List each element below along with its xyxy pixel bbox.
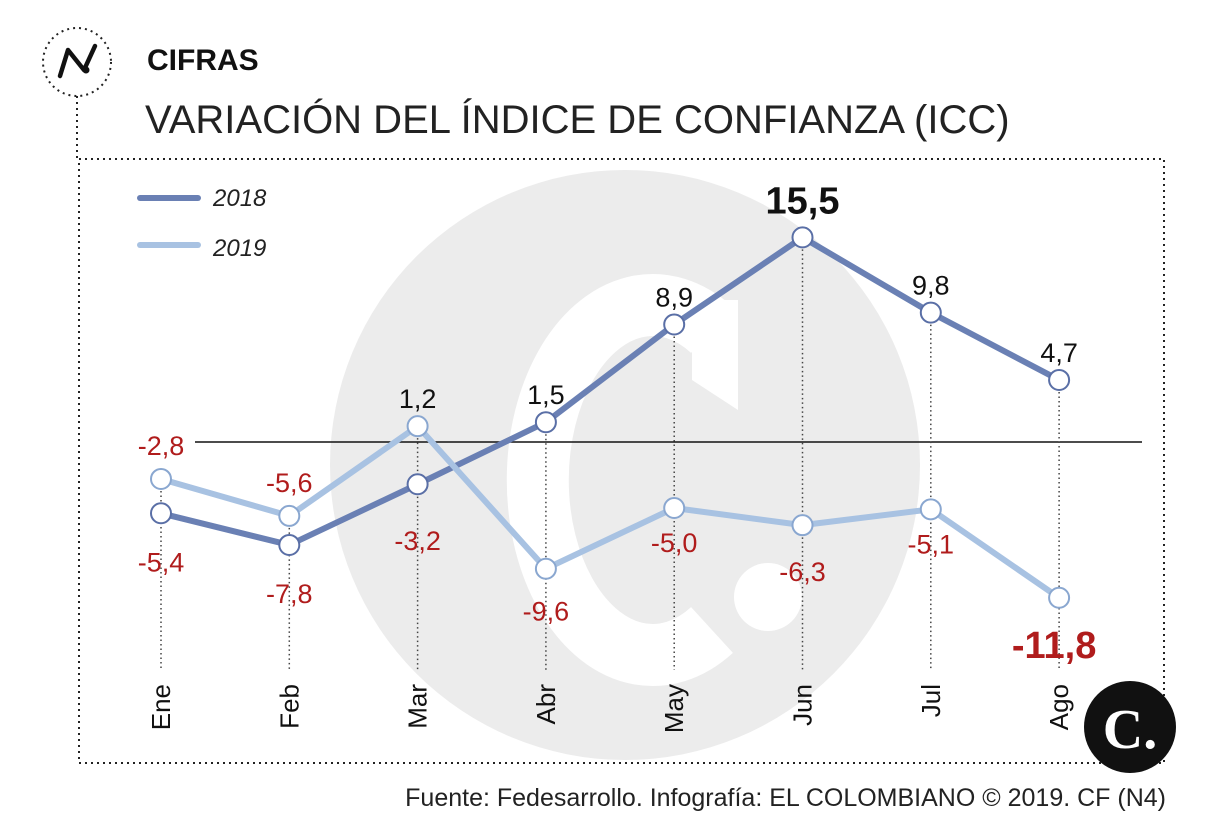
data-label-2018-ago: 4,7 xyxy=(1040,338,1078,368)
point-2018-may xyxy=(663,313,686,336)
data-label-2019-ene: -2,8 xyxy=(138,431,185,461)
source-note: Fuente: Fedesarrollo. Infografía: EL COL… xyxy=(405,784,1166,812)
data-label-2018-mar: -3,2 xyxy=(394,526,441,556)
data-label-2019-feb: -5,6 xyxy=(266,468,313,498)
point-2018-ago xyxy=(1048,368,1071,391)
point-2019-jul xyxy=(919,498,942,521)
data-points xyxy=(150,226,1071,609)
point-2019-ene xyxy=(150,467,172,490)
point-2018-ene xyxy=(150,502,172,525)
watermark-c-serif xyxy=(692,300,738,410)
tick-label-jul: Jul xyxy=(916,684,946,717)
data-label-2019-ago: -11,8 xyxy=(1012,625,1097,667)
tick-label-ene: Ene xyxy=(146,684,176,730)
series-lines xyxy=(158,234,1063,601)
point-2018-feb xyxy=(278,533,301,556)
point-2018-jul xyxy=(919,301,942,324)
chart-frame xyxy=(78,158,1165,764)
data-label-2019-may: -5,0 xyxy=(651,528,698,558)
legend-label-2019: 2019 xyxy=(212,235,266,262)
point-2018-mar xyxy=(406,473,429,496)
tick-label-may: May xyxy=(659,684,689,733)
data-label-2018-may: 8,9 xyxy=(655,283,693,313)
header: CIFRAS VARIACIÓN DEL ÍNDICE DE CONFIANZA… xyxy=(42,27,1010,142)
data-label-2018-jul: 9,8 xyxy=(912,271,950,301)
data-labels: -5,4 -7,8 -3,2 1,5 8,9 15,5 9,8 4,7 -2,8 -5,6 1,2 -… xyxy=(138,180,1097,666)
data-label-2018-feb: -7,8 xyxy=(266,579,313,609)
point-2019-abr xyxy=(534,557,557,580)
point-2019-jun xyxy=(791,514,814,537)
data-label-2018-abr: 1,5 xyxy=(527,380,565,410)
data-label-2019-abr: -9,6 xyxy=(523,597,570,627)
page-title: VARIACIÓN DEL ÍNDICE DE CONFIANZA (ICC) xyxy=(145,97,1010,142)
data-label-2018-ene: -5,4 xyxy=(138,547,185,577)
watermark xyxy=(330,170,920,760)
point-2019-mar xyxy=(406,415,429,438)
data-label-2019-jun: -6,3 xyxy=(779,557,826,587)
watermark-dot xyxy=(734,563,802,631)
brand-logo-circle xyxy=(1084,681,1176,773)
tick-label-ago: Ago xyxy=(1044,684,1074,730)
header-kicker: CIFRAS xyxy=(147,44,259,77)
point-2019-feb xyxy=(278,504,301,527)
data-label-2018-jun: 15,5 xyxy=(766,180,840,222)
legend-label-2018: 2018 xyxy=(212,185,267,212)
point-2018-abr xyxy=(534,411,557,434)
tick-label-abr: Abr xyxy=(531,684,561,725)
header-icon-frame xyxy=(42,27,112,97)
x-axis-ticks: Ene Feb Mar Abr May Jun Jul Ago xyxy=(146,684,1074,733)
trend-dot-icon xyxy=(82,66,90,74)
brand-logo-letter: C. xyxy=(1103,699,1157,761)
trend-line-icon xyxy=(57,43,98,79)
data-label-2019-jul: -5,1 xyxy=(908,529,955,559)
brand-logo: C. xyxy=(1084,681,1176,773)
point-2019-ago xyxy=(1048,586,1071,609)
data-label-2019-mar: 1,2 xyxy=(399,384,437,414)
tick-label-feb: Feb xyxy=(274,684,304,729)
watermark-c-letter xyxy=(506,274,733,686)
series-line-2018 xyxy=(158,234,1063,548)
point-2018-jun xyxy=(791,226,814,249)
legend: 2018 2019 xyxy=(137,185,267,262)
tick-label-mar: Mar xyxy=(403,684,433,729)
tick-label-jun: Jun xyxy=(788,684,818,726)
point-2019-may xyxy=(663,497,686,519)
series-line-2019 xyxy=(158,423,1063,601)
